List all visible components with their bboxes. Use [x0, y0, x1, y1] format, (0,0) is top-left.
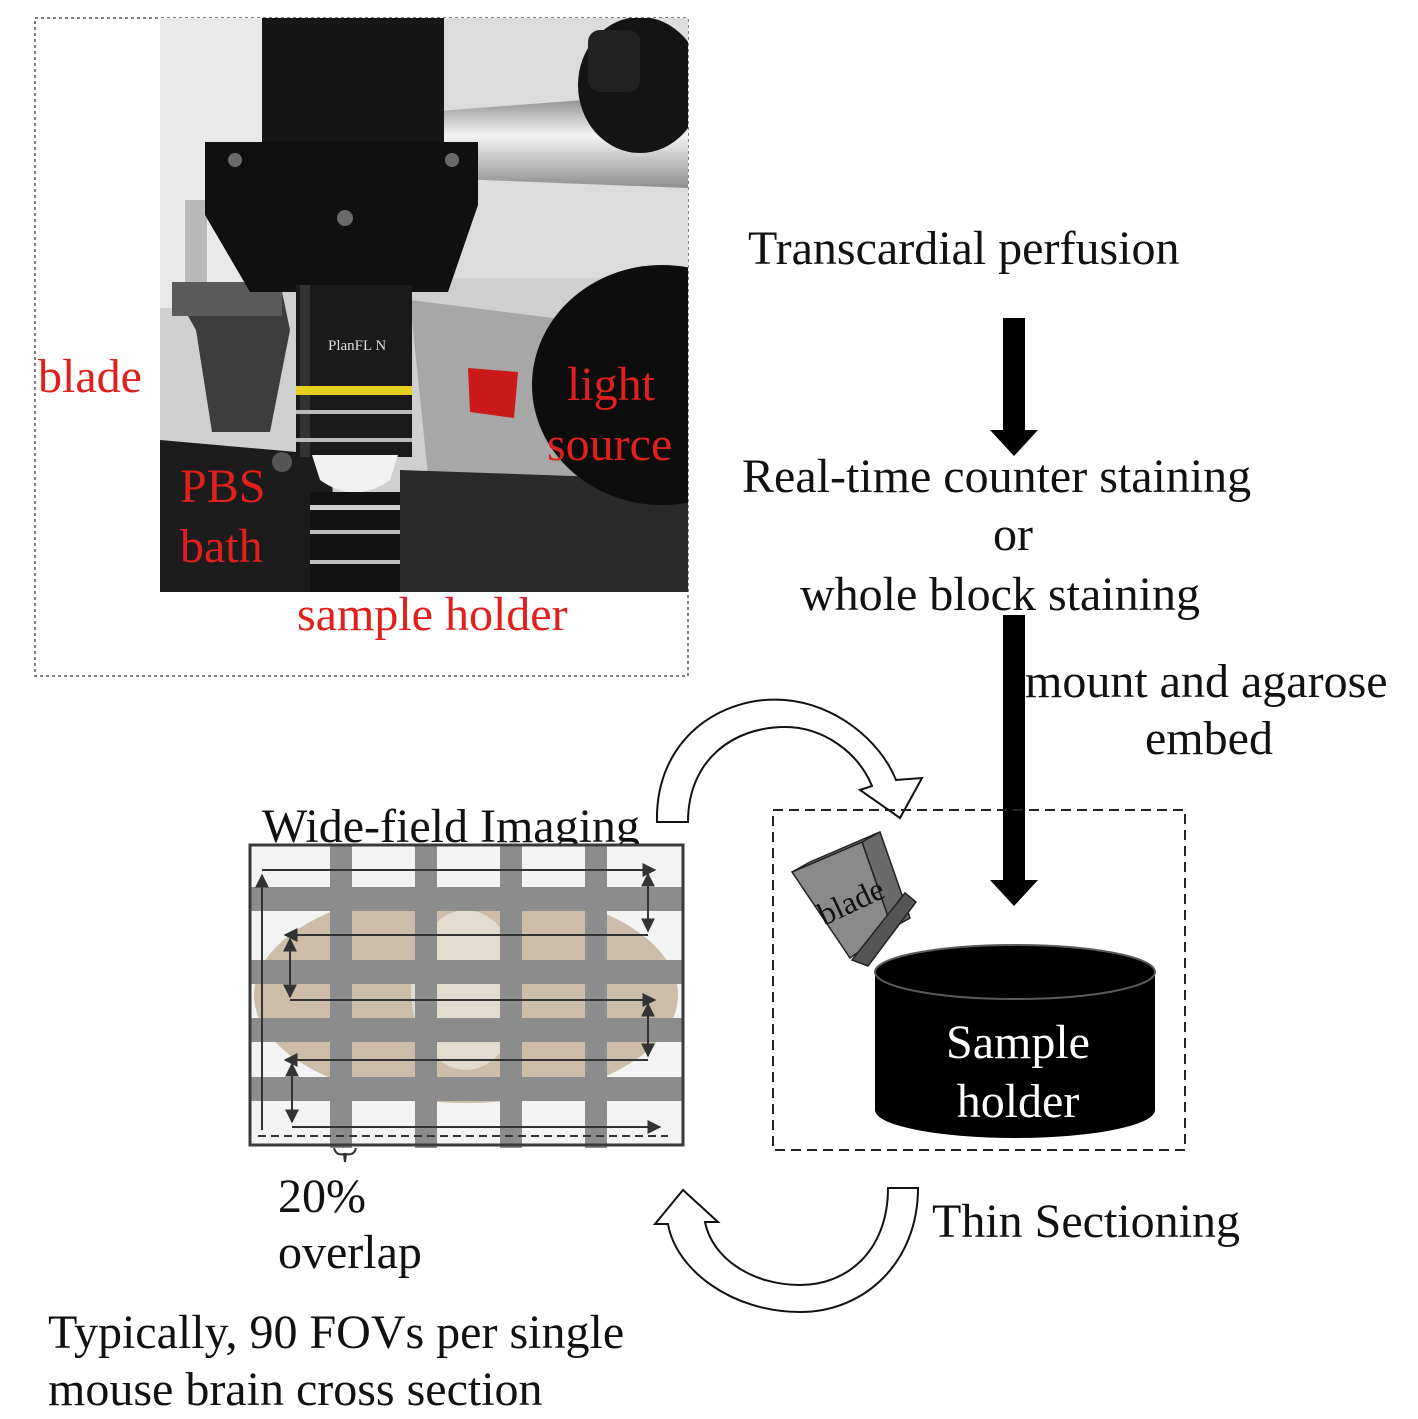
label-source: source — [547, 418, 672, 471]
overlap-brace — [333, 1147, 357, 1163]
objective-lens — [296, 285, 412, 457]
label-sample-holder: sample holder — [297, 588, 568, 641]
cycle-arrow-bottom — [652, 1187, 920, 1314]
cycle-arrow-top — [655, 698, 924, 823]
overlap-label: overlap — [278, 1226, 422, 1279]
fov-note-line2: mouse brain cross section — [48, 1363, 543, 1416]
step-perfusion: Transcardial perfusion — [748, 222, 1179, 275]
grid-bars-vertical — [330, 845, 607, 1148]
step-staining-line2: whole block staining — [800, 568, 1200, 621]
thin-sectioning-label: Thin Sectioning — [932, 1195, 1240, 1248]
holder-label-line1: Sample — [946, 1016, 1090, 1069]
red-marker — [468, 368, 518, 418]
arrow-down-2 — [990, 615, 1038, 906]
sample-holder-cylinder: Sample holder — [874, 944, 1156, 1138]
fov-grid — [248, 843, 685, 1148]
objective-tip — [312, 455, 398, 493]
scan-path — [255, 863, 668, 1137]
arrow-down-1 — [990, 318, 1038, 456]
objective-text: PlanFL N — [328, 338, 386, 354]
light-source-lamp — [532, 265, 688, 505]
blade-edge — [850, 891, 918, 967]
label-pbs: PBS — [180, 460, 265, 513]
label-light: light — [567, 358, 656, 411]
step-staining-or: or — [993, 508, 1033, 561]
stage-right — [400, 470, 688, 592]
blade-holder — [172, 282, 290, 432]
label-bath: bath — [180, 520, 263, 573]
overlap-value: 20% — [278, 1170, 366, 1223]
holder-label-line2: holder — [957, 1075, 1080, 1128]
sectioning-frame — [772, 809, 1186, 1151]
step-mount-line1: mount and agarose — [1025, 655, 1388, 708]
step-mount-line2: embed — [1145, 712, 1273, 765]
grid-bars-horizontal — [250, 887, 683, 1101]
fov-note-line1: Typically, 90 FOVs per single — [48, 1306, 624, 1359]
microscope-photo: PlanFL N — [160, 18, 688, 592]
step-staining-line1: Real-time counter staining — [742, 450, 1251, 503]
stage-left — [160, 440, 340, 592]
objective-tube — [262, 18, 444, 158]
label-blade: blade — [38, 350, 142, 403]
grid-frame — [248, 843, 685, 1147]
blade-block: blade — [790, 830, 918, 967]
